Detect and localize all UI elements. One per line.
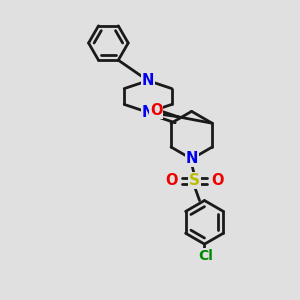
Text: N: N [142,105,154,120]
Text: N: N [142,73,154,88]
Text: O: O [150,103,163,118]
Text: O: O [166,173,178,188]
Text: N: N [185,152,198,166]
Text: Cl: Cl [198,249,213,263]
Text: O: O [211,173,224,188]
Text: S: S [189,173,200,188]
